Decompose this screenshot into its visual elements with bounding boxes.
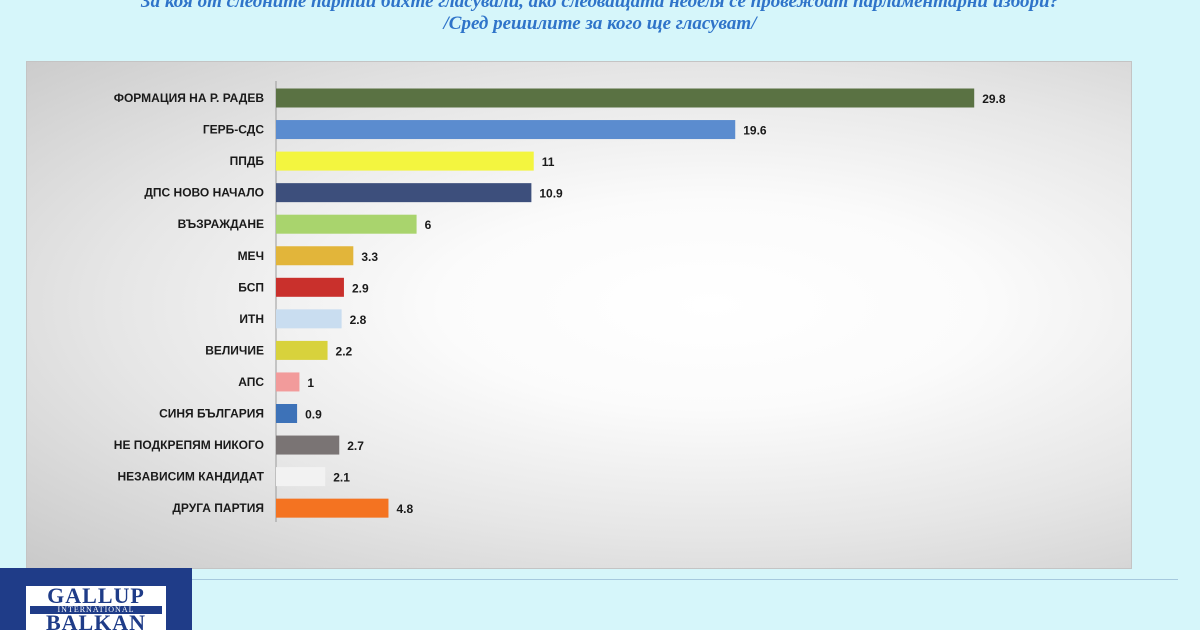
bar (276, 120, 736, 140)
bar (276, 340, 328, 360)
value-label: 6 (425, 218, 432, 232)
gallup-logo: GALLUP INTERNATIONAL BALKAN (0, 568, 192, 630)
value-label: 1 (307, 376, 314, 390)
category-label: ВЪЗРАЖДАНЕ (178, 217, 264, 231)
bar (276, 309, 342, 329)
bar (276, 435, 340, 455)
value-label: 19.6 (743, 124, 767, 138)
value-label: 0.9 (305, 408, 322, 422)
bar (276, 151, 534, 171)
category-label: АПС (238, 375, 264, 389)
category-label: ППДБ (230, 154, 265, 168)
bar-chart: ФОРМАЦИЯ НА Р. РАДЕВ 29.8 ГЕРБ-СДС 19.6 ППДБ… (114, 81, 1006, 522)
category-label: ВЕЛИЧИЕ (205, 343, 264, 357)
value-label: 2.9 (352, 281, 369, 295)
value-label: 2.2 (336, 344, 353, 358)
category-label: МЕЧ (238, 249, 264, 263)
bar (276, 88, 975, 108)
value-label: 11 (542, 155, 555, 169)
bar (276, 214, 417, 234)
value-label: 2.7 (347, 439, 364, 453)
logo-box: GALLUP INTERNATIONAL BALKAN (26, 586, 166, 630)
chart-subtitle: /Сред решилите за кого ще гласуват/ (443, 13, 757, 34)
category-label: НЕ ПОДКРЕПЯМ НИКОГО (114, 438, 264, 452)
value-label: 2.1 (333, 471, 350, 485)
category-label: ФОРМАЦИЯ НА Р. РАДЕВ (114, 91, 265, 105)
bar (276, 467, 326, 487)
bar (276, 404, 298, 423)
logo-balkan-text: BALKAN (45, 610, 147, 630)
value-label: 3.3 (361, 250, 378, 264)
category-label: БСП (238, 280, 264, 294)
logo-band (30, 606, 162, 614)
category-label: ГЕРБ-СДС (203, 123, 264, 137)
bar (276, 372, 300, 392)
value-label: 2.8 (350, 313, 367, 327)
value-label: 29.8 (982, 92, 1006, 106)
category-label: СИНЯ БЪЛГАРИЯ (159, 407, 264, 421)
chart-panel: ФОРМАЦИЯ НА Р. РАДЕВ 29.8 ГЕРБ-СДС 19.6 ППДБ… (26, 61, 1132, 569)
category-label: ДПС НОВО НАЧАЛО (144, 186, 264, 200)
logo-gallup-text: GALLUP (47, 586, 145, 608)
bar (276, 498, 389, 518)
logo-international-text: INTERNATIONAL (57, 605, 135, 614)
chart-title: За коя от следните партии бихте гласувал… (140, 0, 1060, 12)
value-label: 10.9 (539, 187, 563, 201)
bar (276, 183, 532, 203)
category-label: ДРУГА ПАРТИЯ (172, 501, 264, 515)
bar (276, 277, 344, 297)
value-label: 4.8 (396, 502, 413, 516)
bar (276, 246, 354, 266)
footer-divider (192, 579, 1178, 580)
category-label: ИТН (239, 312, 264, 326)
category-label: НЕЗАВИСИМ КАНДИДАТ (117, 470, 264, 484)
